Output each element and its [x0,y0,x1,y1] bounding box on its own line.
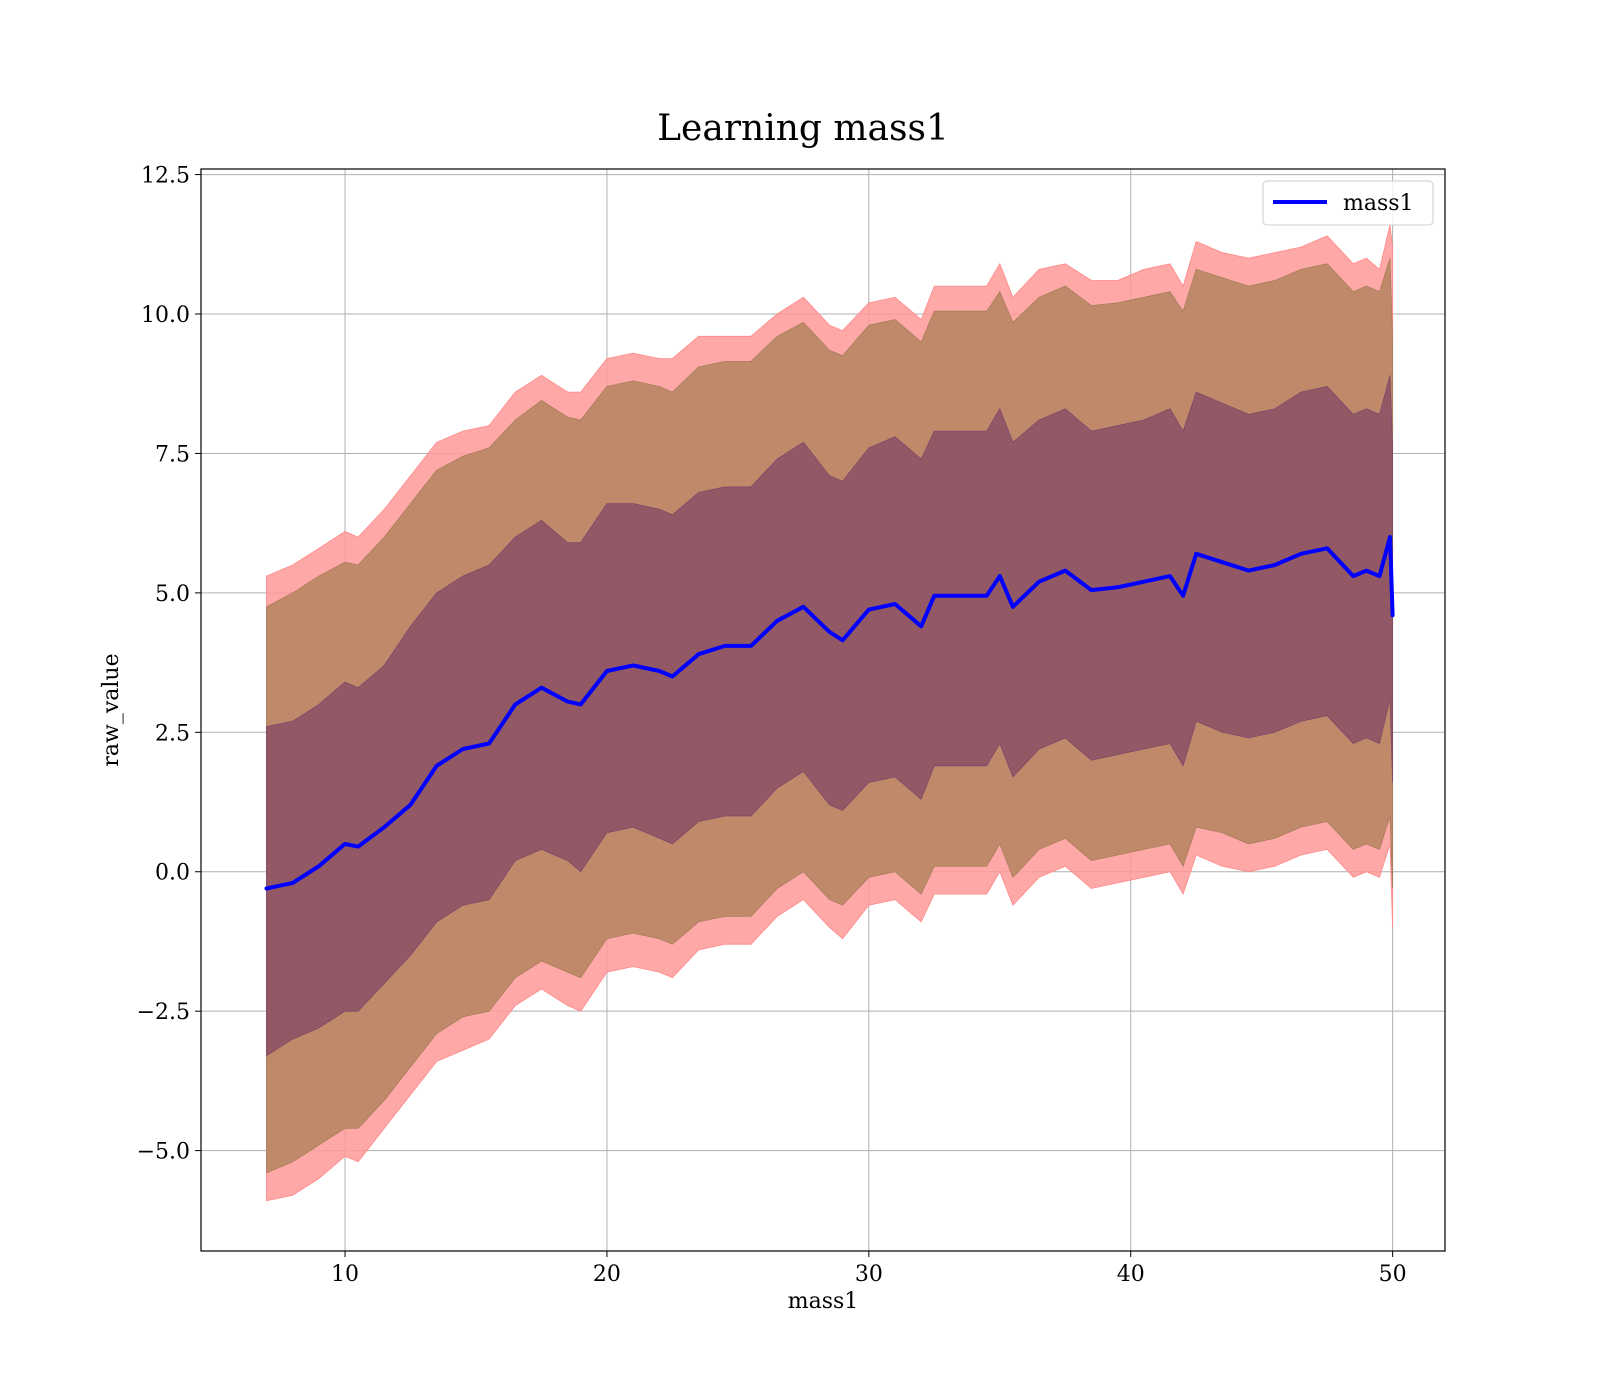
x-tick-label: 30 [855,1262,883,1287]
y-tick-label: 2.5 [155,721,190,746]
y-tick-label: 7.5 [155,442,190,467]
x-tick-label: 10 [331,1262,359,1287]
y-tick-label: 0.0 [155,861,190,886]
legend: mass1 [1262,180,1434,226]
line-mass1 [264,535,1395,891]
series-lines [264,535,1395,891]
legend-box [1262,180,1434,226]
x-tick-label: 20 [593,1262,621,1287]
y-tick-label: 10.0 [141,303,190,328]
x-axis-ticks: 10 20 30 40 50 [331,1251,1407,1287]
legend-label-mass1: mass1 [1343,191,1414,216]
y-tick-label: −5.0 [137,1140,190,1165]
band-inner [266,375,1393,1057]
y-tick-label: −2.5 [137,1000,190,1025]
x-tick-label: 40 [1117,1262,1145,1287]
confidence-bands [266,224,1393,1202]
y-axis-ticks: −5.0 −2.5 0.0 2.5 5.0 7.5 10.0 12.5 [137,164,201,1165]
y-tick-label: 5.0 [155,582,190,607]
plot-frame [200,168,1446,1252]
y-tick-label: 12.5 [141,164,190,189]
chart-title: Learning mass1 [657,108,949,149]
y-axis-label: raw_value [99,653,124,766]
x-tick-label: 50 [1379,1262,1407,1287]
x-axis-label: mass1 [788,1289,859,1314]
